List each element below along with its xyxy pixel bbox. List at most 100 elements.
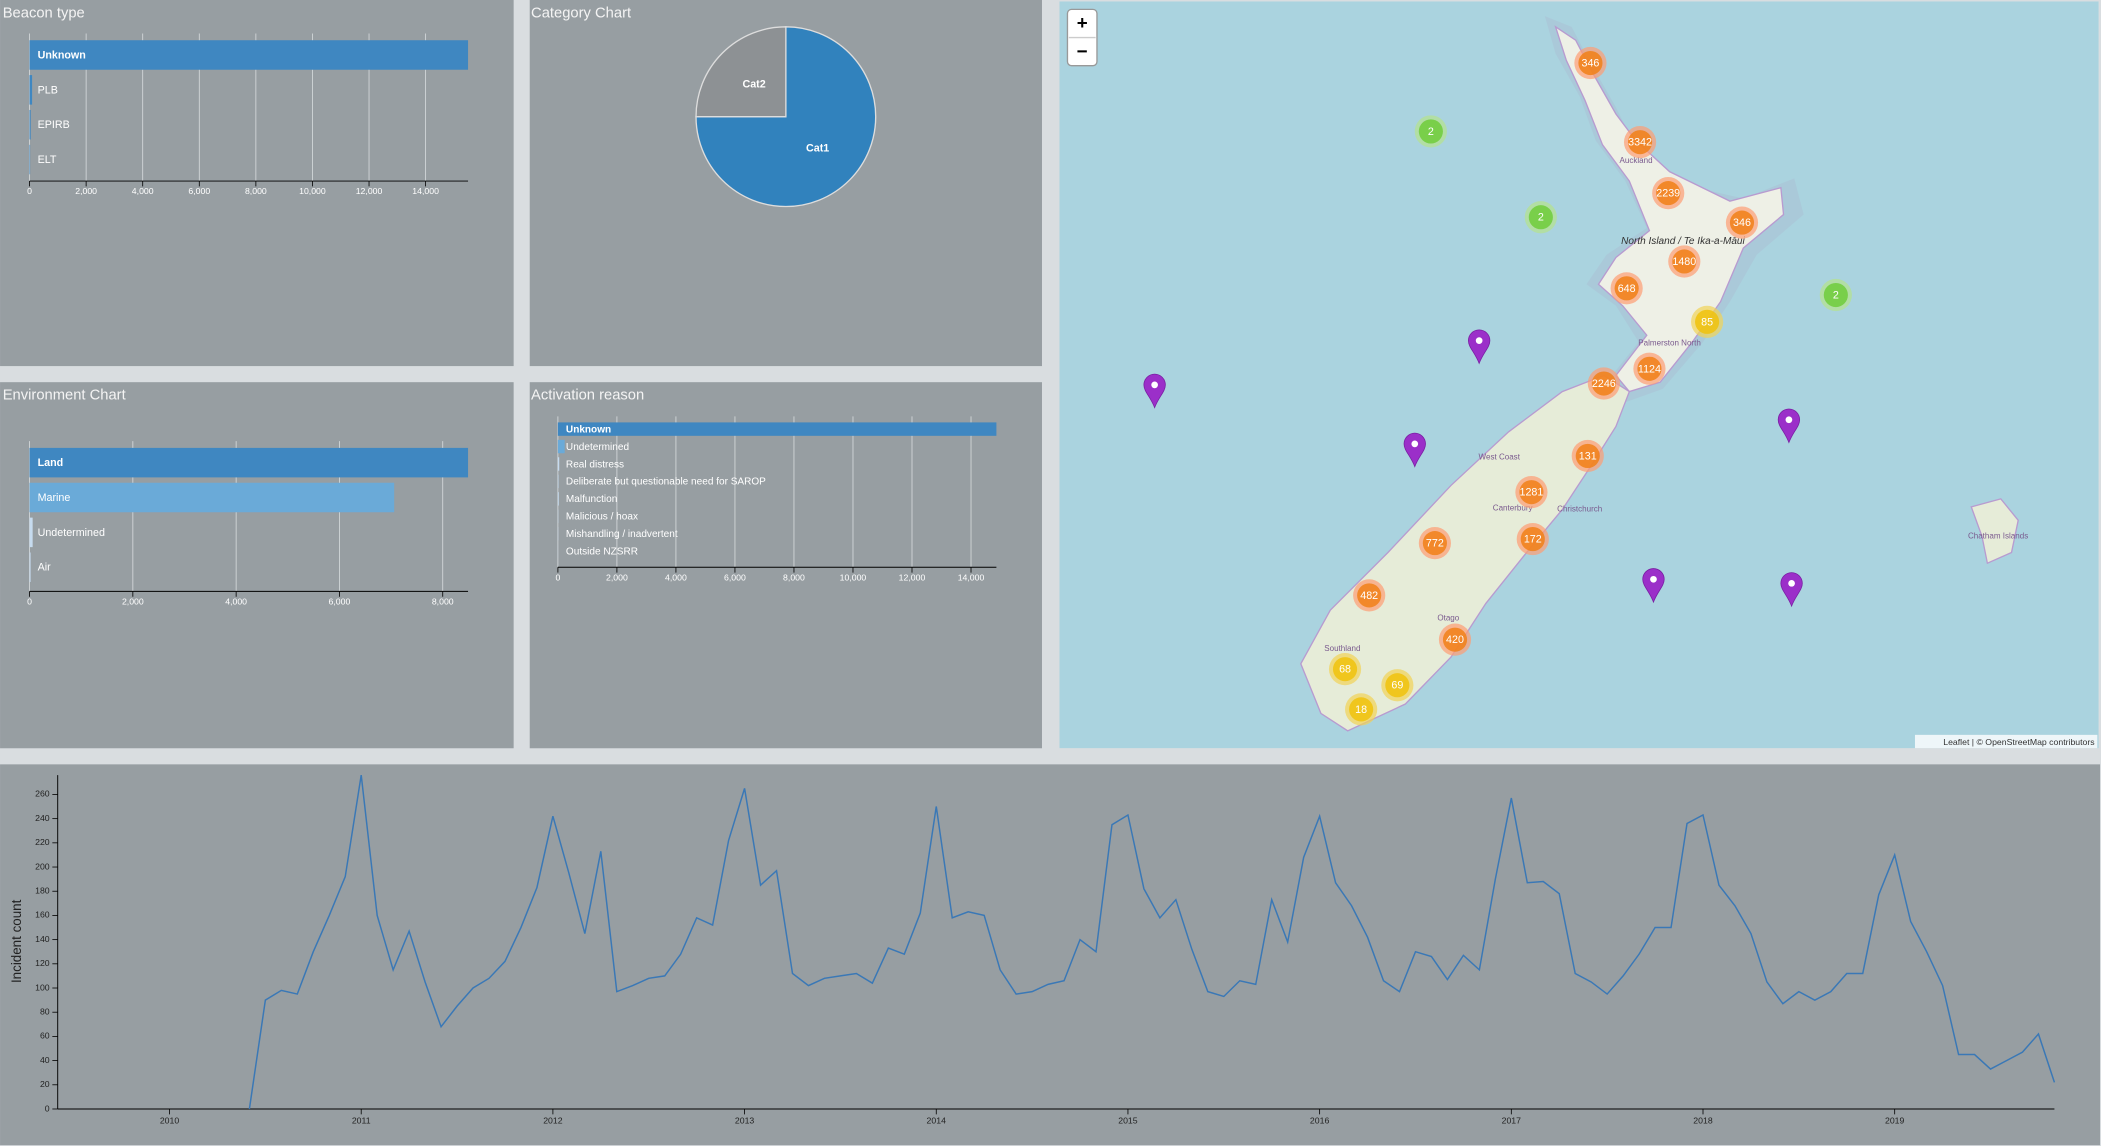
bar: [29, 75, 33, 105]
cluster[interactable]: 2: [1414, 115, 1447, 148]
bar-label: Unknown: [566, 424, 611, 435]
cluster-core: [1332, 657, 1358, 682]
zoom-in[interactable]: +: [1077, 12, 1088, 33]
attribution[interactable]: Leaflet | © OpenStreetMap contributors: [1943, 737, 2095, 747]
cluster-core: [1442, 627, 1468, 652]
cluster[interactable]: 131: [1571, 439, 1604, 473]
cluster-count: 2246: [1592, 378, 1616, 390]
bar-label: ELT: [38, 154, 57, 166]
cluster[interactable]: 1480: [1668, 245, 1701, 278]
cluster[interactable]: 2: [1819, 278, 1852, 312]
pie-slice: [695, 26, 787, 118]
bar-label: PLB: [38, 84, 58, 96]
cluster[interactable]: 482: [1353, 579, 1386, 612]
chatham-islands: [1970, 498, 2019, 565]
bar-label: Undetermined: [566, 442, 629, 453]
bar-label: Deliberate but questionable need for SAR…: [566, 477, 766, 488]
cluster[interactable]: 69: [1381, 669, 1414, 702]
x-tick-label: 0: [27, 186, 32, 196]
cluster[interactable]: 18: [1345, 693, 1378, 726]
zoom-out[interactable]: −: [1077, 40, 1088, 61]
x-tick-label: 2018: [1693, 1115, 1713, 1125]
y-tick-label: 140: [35, 934, 50, 944]
y-tick-label: 220: [35, 837, 50, 847]
x-tick-label: 10,000: [840, 572, 867, 582]
cluster[interactable]: 648: [1610, 272, 1643, 305]
x-tick-label: 8,000: [432, 596, 454, 606]
bar-label: Undetermined: [38, 527, 105, 539]
cluster-core: [1823, 282, 1848, 308]
x-tick-label: 4,000: [132, 186, 154, 196]
x-tick-label: 6,000: [188, 186, 210, 196]
x-tick-label: 2019: [1885, 1115, 1905, 1125]
cluster[interactable]: 85: [1691, 305, 1724, 338]
x-tick-label: 2,000: [75, 186, 97, 196]
pie-label: Cat1: [806, 142, 829, 154]
y-tick-label: 240: [35, 813, 50, 823]
cluster-count: 346: [1581, 58, 1599, 70]
x-tick-label: 2,000: [606, 572, 628, 582]
cluster-core: [1591, 371, 1616, 396]
x-tick-label: 0: [555, 572, 560, 582]
map-pin-dot: [1411, 440, 1419, 448]
map-pin: [1143, 373, 1166, 409]
cluster[interactable]: 172: [1516, 522, 1549, 556]
place-label: Auckland: [1620, 156, 1653, 165]
map-pin: [1468, 329, 1491, 365]
y-axis-label: Incident count: [9, 899, 24, 983]
cluster-core: [1637, 356, 1662, 381]
cluster-core: [1656, 181, 1681, 206]
cluster[interactable]: 772: [1418, 527, 1451, 560]
x-tick-label: 4,000: [225, 596, 247, 606]
pie-label: Cat2: [742, 79, 765, 91]
cluster[interactable]: 2: [1524, 201, 1557, 234]
cluster-count: 2: [1538, 212, 1544, 224]
x-tick-label: 2013: [735, 1115, 755, 1125]
bar: [29, 482, 395, 513]
bar: [557, 474, 559, 489]
bar: [557, 457, 560, 471]
cluster-count: 2239: [1656, 188, 1680, 200]
cluster[interactable]: 346: [1574, 46, 1607, 80]
x-tick-label: 2010: [160, 1115, 180, 1125]
x-tick-label: 2017: [1502, 1115, 1522, 1125]
cluster-core: [1385, 673, 1410, 698]
map-pin-dot: [1785, 416, 1793, 424]
cluster-core: [1614, 276, 1639, 301]
cluster-core: [1519, 480, 1544, 505]
cluster-count: 2: [1428, 126, 1434, 138]
map[interactable]: + − Auckland North Island / Te Ika-a-Māui…: [1059, 1, 2099, 749]
bar: [29, 447, 469, 478]
place-label: Canterbury: [1493, 503, 1533, 512]
cluster-core: [1528, 205, 1553, 230]
panel: [0, 382, 514, 749]
bar: [29, 552, 31, 582]
x-tick-label: 6,000: [329, 596, 351, 606]
zoom-control: + −: [1066, 8, 1098, 67]
bar-label: Outside NZSRR: [566, 546, 638, 557]
y-tick-label: 40: [40, 1055, 50, 1065]
cluster-core: [1578, 50, 1603, 76]
cluster[interactable]: 1281: [1515, 476, 1548, 509]
cluster-core: [1349, 697, 1374, 722]
cluster[interactable]: 3342: [1623, 126, 1657, 159]
cluster[interactable]: 2239: [1652, 177, 1685, 210]
y-tick-label: 180: [35, 886, 50, 896]
cluster-core: [1695, 309, 1720, 334]
cluster[interactable]: 2246: [1587, 367, 1620, 400]
x-tick-label: 8,000: [245, 186, 267, 196]
map-pin: [1780, 572, 1803, 608]
x-tick-label: 8,000: [783, 572, 805, 582]
x-tick-label: 12,000: [899, 572, 926, 582]
cluster[interactable]: 68: [1328, 653, 1362, 686]
chart-title: Category Chart: [531, 5, 631, 21]
cluster[interactable]: 420: [1438, 623, 1472, 656]
cluster[interactable]: 346: [1725, 206, 1759, 239]
cluster-count: 131: [1579, 450, 1597, 462]
cluster-core: [1418, 119, 1443, 144]
map-pin-dot: [1475, 337, 1483, 344]
map-pin-dot: [1650, 575, 1657, 583]
cluster-count: 420: [1446, 634, 1464, 646]
cluster-count: 85: [1701, 316, 1713, 328]
cluster[interactable]: 1124: [1633, 352, 1666, 385]
